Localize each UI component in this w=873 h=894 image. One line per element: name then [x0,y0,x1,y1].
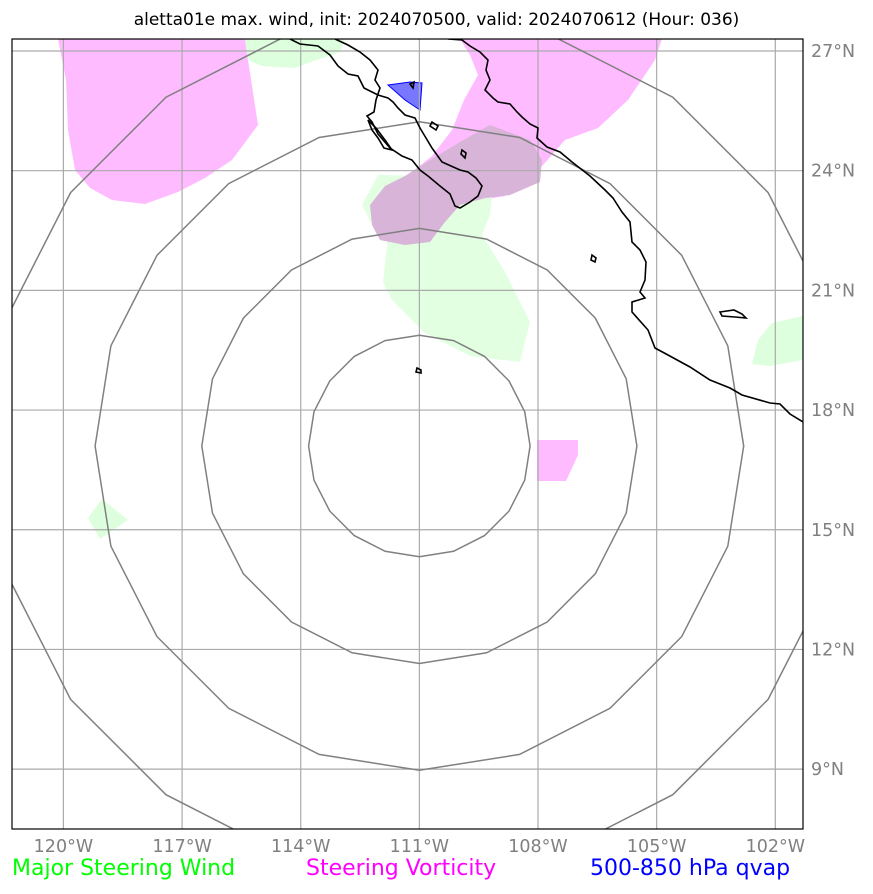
latitude-tick-label: 15°N [811,521,855,541]
map-title: aletta01e max. wind, init: 2024070500, v… [133,10,740,30]
island [428,120,440,132]
longitude-tick-label: 111°W [390,837,449,857]
legend-steering-vorticity: Steering Vorticity [306,856,497,881]
longitude-labels: 120°W 117°W 114°W 111°W 108°W 105°W 102°W [34,837,805,857]
latitude-tick-label: 24°N [811,162,855,182]
latitude-tick-label: 12°N [811,640,855,660]
coastline [289,39,803,423]
range-ring [307,334,531,558]
island [460,148,467,160]
legend-steering-wind: Major Steering Wind [12,856,236,881]
latitude-tick-label: 9°N [811,760,844,780]
latitude-tick-label: 21°N [811,281,855,301]
range-ring [12,39,803,829]
vorticity-layer [58,39,662,481]
wind-region [752,316,803,366]
range-ring [94,120,745,772]
longitude-tick-label: 117°W [152,837,211,857]
wind-region [88,499,128,539]
longitude-tick-label: 114°W [271,837,330,857]
legend-qvap: 500-850 hPa qvap [590,856,791,881]
longitude-tick-label: 108°W [508,837,567,857]
coastline-baja [289,39,483,209]
latitude-tick-label: 27°N [811,42,855,62]
island [718,309,749,319]
island [590,253,597,264]
vorticity-region [58,39,258,204]
qvap-region [386,81,423,111]
island [408,80,416,90]
island [367,119,394,152]
longitude-tick-label: 102°W [746,837,805,857]
range-rings [12,39,803,829]
range-ring [201,227,638,665]
longitude-tick-label: 120°W [34,837,93,857]
wind-region [245,39,345,68]
vorticity-region [537,440,578,481]
latitude-tick-label: 18°N [811,401,855,421]
overlap-region [370,125,542,245]
latitude-labels: 27°N 24°N 21°N 18°N 15°N 12°N 9°N [811,42,855,780]
island [415,366,422,374]
map-frame [11,38,804,830]
coastline-mainland [447,39,803,423]
longitude-tick-label: 105°W [627,837,686,857]
